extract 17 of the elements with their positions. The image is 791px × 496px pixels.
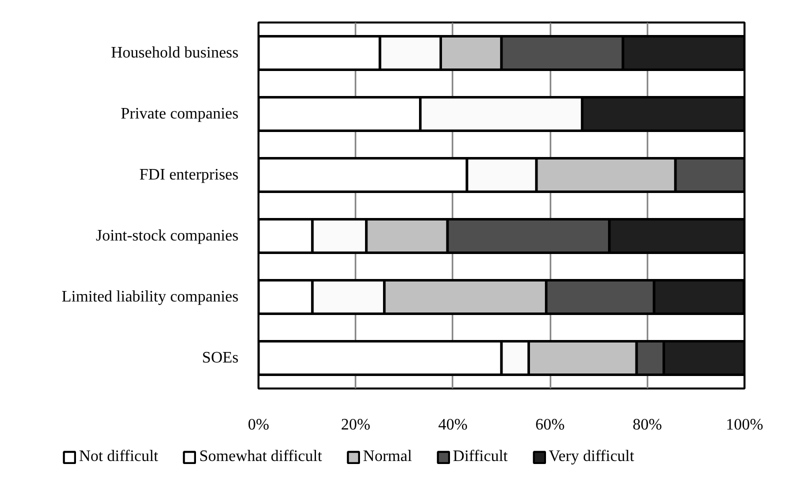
- y-tick-label: Private companies: [120, 106, 239, 122]
- x-tick-label: 60%: [535, 416, 565, 434]
- legend-label: Normal: [363, 448, 412, 466]
- legend-label: Very difficult: [548, 448, 634, 466]
- y-tick-label: Limited liability companies: [62, 288, 239, 306]
- x-tick-label: 80%: [632, 416, 662, 434]
- x-tick-label: 100%: [726, 416, 764, 434]
- legend-label: Difficult: [452, 448, 508, 466]
- x-tick-label: 40%: [438, 416, 468, 434]
- x-tick-label: 0%: [248, 416, 270, 434]
- y-tick-label: SOEs: [202, 350, 238, 366]
- y-tick-label: Joint-stock companies: [96, 228, 238, 244]
- legend-label: Somewhat difficult: [199, 448, 322, 466]
- y-tick-label: Household business: [110, 44, 239, 62]
- legend-label: Not difficult: [79, 448, 158, 466]
- x-tick-label: 20%: [341, 416, 370, 434]
- y-tick-label: FDI enterprises: [139, 166, 239, 184]
